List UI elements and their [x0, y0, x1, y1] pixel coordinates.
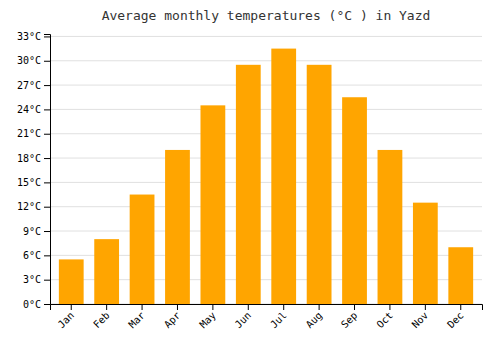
- bar: [307, 65, 332, 304]
- y-tick-label: 21°C: [17, 128, 41, 139]
- y-tick-label: 6°C: [23, 250, 41, 261]
- y-tick: 21°C: [17, 128, 50, 139]
- grid-line: [50, 158, 482, 159]
- x-tick-label: Sep: [339, 310, 360, 331]
- y-tick: 15°C: [17, 177, 50, 188]
- y-tick-mark: [44, 231, 50, 232]
- plot-area: [59, 49, 473, 304]
- bar: [236, 65, 261, 304]
- y-tick-label: 27°C: [17, 80, 41, 91]
- y-tick-label: 24°C: [17, 104, 41, 115]
- x-tick: Jun: [233, 304, 254, 330]
- x-tick: Apr: [162, 304, 183, 330]
- y-axis-line: [44, 35, 51, 305]
- y-tick: 6°C: [23, 250, 50, 261]
- y-tick-mark: [44, 61, 50, 62]
- bar: [165, 150, 190, 304]
- bar: [448, 247, 473, 304]
- bar: [200, 105, 225, 304]
- bar: [413, 203, 438, 304]
- bar: [342, 97, 367, 304]
- bar: [59, 259, 84, 304]
- x-axis-line: [51, 305, 483, 311]
- x-tick-label: Mar: [126, 310, 147, 331]
- x-tick: Nov: [410, 304, 431, 330]
- x-tick-mark: [283, 304, 284, 310]
- x-tick: Oct: [374, 304, 395, 330]
- bar: [378, 150, 403, 304]
- y-tick-mark: [44, 36, 50, 37]
- y-tick-label: 0°C: [23, 299, 41, 310]
- y-tick-label: 3°C: [23, 274, 41, 285]
- y-tick: 24°C: [17, 104, 50, 115]
- y-tick-mark: [44, 85, 50, 86]
- y-tick-label: 15°C: [17, 177, 41, 188]
- y-tick-label: 18°C: [17, 153, 41, 164]
- y-tick-mark: [44, 158, 50, 159]
- x-tick-mark: [425, 304, 426, 310]
- y-tick: 3°C: [23, 274, 50, 285]
- y-tick: 27°C: [17, 80, 50, 91]
- x-tick-mark: [354, 304, 355, 310]
- x-tick-mark: [71, 304, 72, 310]
- y-tick-label: 33°C: [17, 31, 41, 42]
- y-tick-label: 12°C: [17, 201, 41, 212]
- x-tick: Jul: [268, 304, 289, 330]
- x-tick-mark: [212, 304, 213, 310]
- y-tick-label: 30°C: [17, 55, 41, 66]
- chart: 0°C 3°C 6°C 9°C 12°C 15°C 18°C 21°C 24°C 27°C 30°C…: [0, 0, 500, 350]
- x-tick-mark: [142, 304, 143, 310]
- y-tick: 0°C: [23, 299, 50, 310]
- x-tick-mark: [248, 304, 249, 310]
- x-tick: May: [197, 304, 218, 330]
- grid-line: [50, 85, 482, 86]
- x-tick-label: May: [197, 310, 218, 331]
- x-tick-label: Jul: [268, 310, 289, 331]
- x-tick-label: Jun: [233, 310, 254, 331]
- y-tick: 12°C: [17, 201, 50, 212]
- x-tick-mark: [460, 304, 461, 310]
- title: Average monthly temperatures (°C ) in Ya…: [102, 8, 431, 23]
- x-tick: Sep: [339, 304, 360, 330]
- x-tick: Dec: [445, 304, 466, 330]
- x-tick-label: Dec: [445, 310, 466, 331]
- grid-line: [50, 133, 482, 134]
- x-tick-mark: [177, 304, 178, 310]
- y-tick-label: 9°C: [23, 226, 41, 237]
- x-tick-label: Feb: [91, 310, 112, 331]
- x-tick-label: Apr: [162, 310, 183, 331]
- x-tick-mark: [106, 304, 107, 310]
- y-tick: 33°C: [17, 31, 50, 42]
- x-tick-label: Oct: [374, 310, 395, 331]
- grid: [50, 36, 482, 304]
- bar: [94, 239, 119, 304]
- y-tick: 30°C: [17, 55, 50, 66]
- y-tick-mark: [44, 304, 50, 305]
- y-tick-mark: [44, 255, 50, 256]
- x-tick: Mar: [126, 304, 147, 330]
- x-tick: Jan: [56, 304, 77, 330]
- x-tick-mark: [319, 304, 320, 310]
- grid-line: [50, 60, 482, 61]
- bar: [130, 195, 155, 304]
- grid-line: [50, 109, 482, 110]
- x-tick-mark: [389, 304, 390, 310]
- x-axis: Jan Feb Mar Apr May Jun Jul Aug Sep Oct Nov Dec: [51, 304, 483, 330]
- y-tick-mark: [44, 207, 50, 208]
- grid-line: [50, 36, 482, 37]
- y-axis: 0°C 3°C 6°C 9°C 12°C 15°C 18°C 21°C 24°C 27°C 30°C…: [17, 31, 51, 310]
- x-tick: Feb: [91, 304, 112, 330]
- y-tick-mark: [44, 109, 50, 110]
- x-tick-label: Nov: [410, 310, 431, 331]
- grid-line: [50, 182, 482, 183]
- x-tick: Aug: [304, 304, 325, 330]
- bar: [271, 49, 296, 304]
- y-tick: 9°C: [23, 226, 50, 237]
- y-tick-mark: [44, 134, 50, 135]
- y-tick-mark: [44, 182, 50, 183]
- y-tick: 18°C: [17, 153, 50, 164]
- x-tick-label: Jan: [56, 310, 77, 331]
- y-tick-mark: [44, 280, 50, 281]
- x-tick-label: Aug: [304, 310, 325, 331]
